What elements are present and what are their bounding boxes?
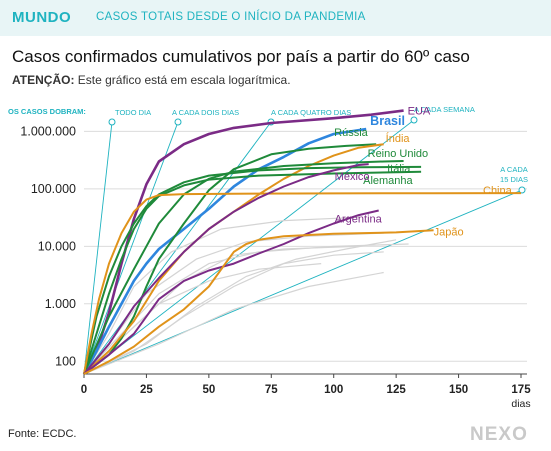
- x-tick-label: 75: [265, 384, 278, 396]
- series-label: Rússia: [334, 127, 369, 139]
- background-country-line: [83, 239, 397, 375]
- top-bar: MUNDO CASOS TOTAIS DESDE O INÍCIO DA PAN…: [0, 0, 551, 36]
- y-tick-label: 1.000.000: [20, 124, 76, 138]
- x-tick-label: 0: [81, 384, 87, 396]
- chart-title: Casos confirmados cumulativos por país a…: [12, 47, 470, 66]
- publisher-logo: NEXO: [470, 424, 528, 445]
- doubling-label: 15 DIAS: [500, 175, 528, 184]
- x-tick-label: 25: [140, 384, 153, 396]
- note-text: Este gráfico está em escala logarítmica.: [74, 73, 291, 87]
- series-label: Argentina: [335, 214, 383, 226]
- background-country-line: [83, 216, 359, 375]
- background-country-line: [83, 243, 409, 375]
- y-tick-label: 10.000: [38, 239, 76, 253]
- doubling-marker: [410, 116, 418, 124]
- x-tick-label: 125: [387, 384, 407, 396]
- doubling-line: [83, 119, 415, 375]
- series-line: [83, 229, 434, 375]
- section-label: MUNDO: [12, 9, 72, 26]
- doubling-label: A CADA QUATRO DIAS: [271, 108, 351, 117]
- doubling-line: [83, 121, 179, 375]
- series-label: EUA: [408, 106, 431, 118]
- series-label: Índia: [386, 132, 411, 145]
- y-tick-label: 100: [55, 354, 76, 368]
- series-label: Reino Unido: [368, 148, 429, 160]
- series-line: [83, 192, 522, 375]
- series-label: Alemanha: [363, 175, 413, 187]
- section-subtitle: CASOS TOTAIS DESDE O INÍCIO DA PANDEMIA: [96, 11, 366, 23]
- log-scale-note: ATENÇÃO: Este gráfico está em escala log…: [12, 73, 291, 87]
- doubling-marker: [108, 118, 116, 126]
- series-label: China: [483, 185, 513, 197]
- source-note: Fonte: ECDC.: [8, 428, 77, 440]
- doubling-line: [83, 189, 523, 375]
- series-line: [83, 160, 404, 375]
- x-tick-label: 100: [324, 384, 343, 396]
- doubling-line: [83, 121, 113, 375]
- background-country-line: [83, 271, 384, 375]
- y-tick-label: 100.000: [31, 182, 76, 196]
- doubling-marker: [174, 118, 182, 126]
- x-tick-label: 175: [511, 384, 531, 396]
- series-line: [82, 127, 367, 375]
- series-line: [83, 143, 377, 375]
- doubling-marker: [518, 186, 526, 194]
- doubling-label: TODO DIA: [115, 108, 151, 117]
- doubling-header: OS CASOS DOBRAM:: [8, 107, 86, 116]
- doubling-label: A CADA: [500, 165, 528, 174]
- note-label: ATENÇÃO:: [12, 73, 75, 87]
- series-label: Brasil: [370, 114, 405, 128]
- background-country-line: [83, 251, 384, 375]
- series-line: [83, 163, 369, 375]
- doubling-line: [83, 121, 272, 375]
- chart: 100 1.000 10.000 100.000 1.000.000 0 25 50 75 100…: [8, 105, 531, 410]
- x-unit-label: dias: [511, 398, 530, 410]
- series-label: México: [335, 171, 370, 183]
- doubling-label: A CADA DOIS DIAS: [172, 108, 239, 117]
- series-label: Japão: [434, 226, 464, 238]
- series-label: Itália: [387, 163, 411, 175]
- x-tick-label: 150: [449, 384, 468, 396]
- series-line: [82, 109, 404, 375]
- y-tick-label: 1.000: [45, 297, 76, 311]
- series-line: [83, 209, 379, 375]
- doubling-label: A CADA SEMANA: [414, 105, 475, 114]
- x-tick-label: 50: [202, 384, 215, 396]
